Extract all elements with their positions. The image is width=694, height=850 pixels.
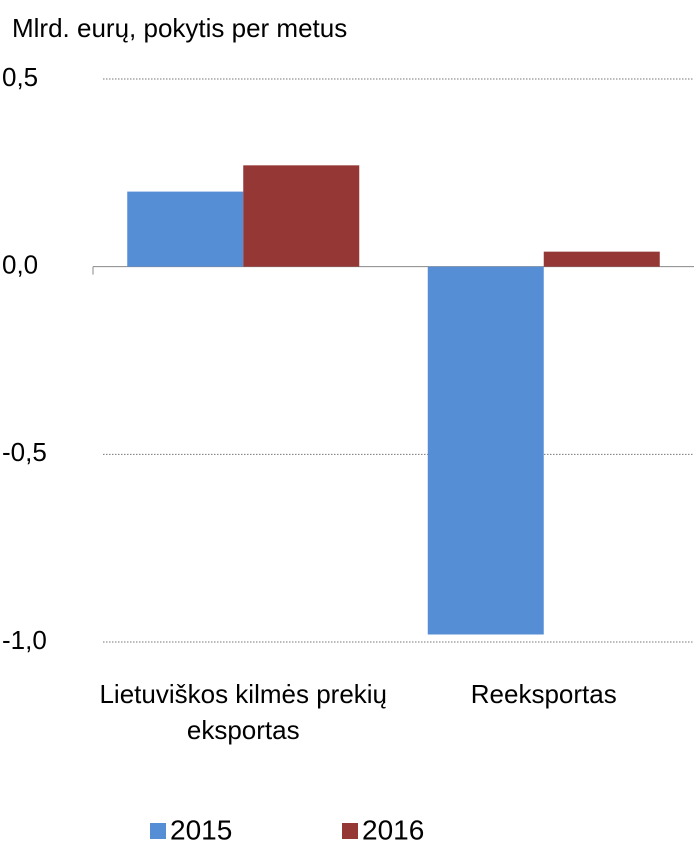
y-tick-label: 0,5 <box>2 62 38 92</box>
legend-swatch <box>342 823 358 839</box>
x-tick-label: Lietuviškos kilmės prekių eksportas <box>99 679 388 745</box>
bar <box>427 266 544 635</box>
x-tick-label: Reeksportas <box>470 679 617 709</box>
bar <box>127 191 244 267</box>
legend-swatch <box>150 823 166 839</box>
y-tick-label: -0,5 <box>2 437 47 467</box>
legend-label: 2016 <box>362 814 424 845</box>
y-tick-label: -1,0 <box>2 625 47 655</box>
legend-label: 2015 <box>170 814 232 845</box>
y-tick-label: 0,0 <box>2 250 38 280</box>
chart-title: Mlrd. eurų, pokytis per metus <box>12 13 347 43</box>
bar <box>243 165 360 267</box>
bar <box>543 251 660 267</box>
